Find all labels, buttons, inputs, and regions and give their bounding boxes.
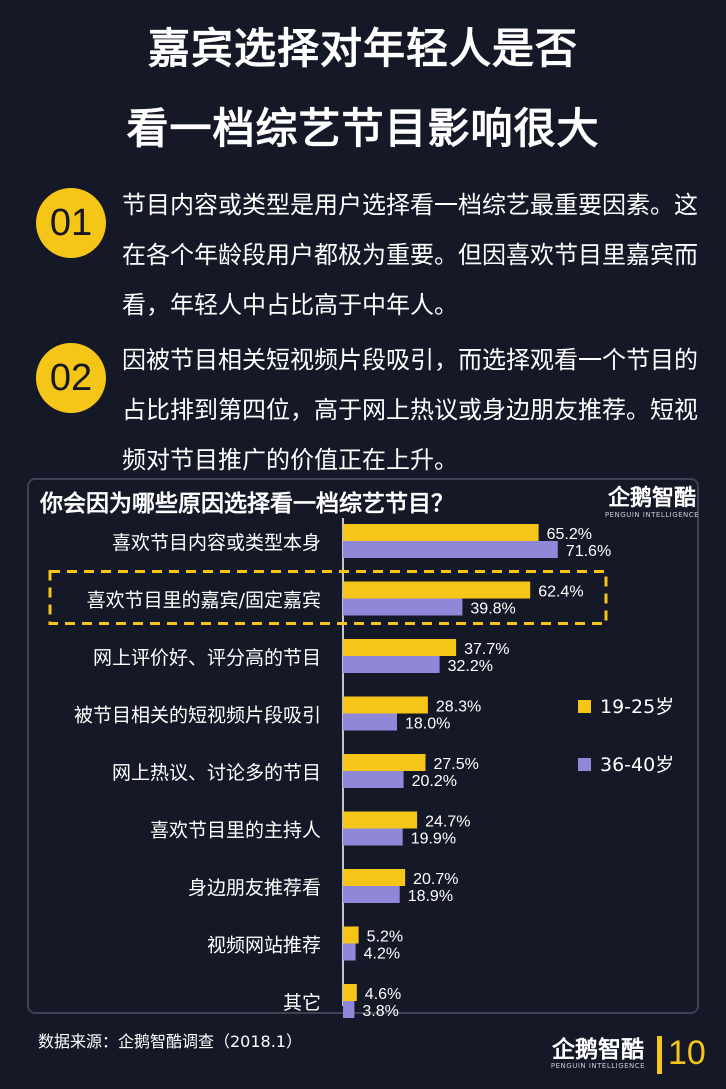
key-point-text: 因被节目相关短视频片段吸引，而选择观看一个节目的占比排到第四位，高于网上热议或身… (122, 346, 698, 474)
bar-series-2 (343, 828, 403, 846)
data-label: 4.2% (364, 946, 400, 963)
category-label: 喜欢节目内容或类型本身 (112, 532, 321, 554)
footer-logo-text: 企鹅智酷 (552, 1037, 644, 1063)
category-label: 网上评价好、评分高的节目 (93, 647, 321, 669)
data-label: 65.2% (547, 526, 592, 543)
bar-series-1 (343, 754, 426, 771)
data-label: 37.7% (464, 641, 509, 658)
bar-series-2 (343, 656, 440, 673)
chart-panel (27, 478, 699, 1014)
category-label: 被节目相关的短视频片段吸引 (74, 705, 321, 727)
highlight-box (48, 570, 608, 625)
category-label: 身边朋友推荐看 (188, 877, 321, 899)
bar-series-1 (343, 926, 359, 944)
data-label: 71.6% (566, 543, 611, 560)
bar-series-1 (343, 524, 539, 541)
bar-series-1 (343, 639, 457, 656)
category-label: 喜欢节目里的主持人 (150, 820, 321, 842)
data-label: 62.4% (538, 584, 583, 601)
legend-swatch (578, 758, 591, 771)
data-label: 18.9% (408, 888, 453, 905)
footer-logo: 企鹅智酷 PENGUIN INTELLIGENCE (548, 1038, 648, 1070)
data-label: 39.8% (470, 601, 515, 618)
bar-series-1 (343, 581, 531, 599)
data-label: 20.2% (412, 773, 457, 790)
data-label: 19.9% (411, 831, 456, 848)
bar-series-1 (343, 984, 357, 1001)
category-label: 视频网站推荐 (207, 935, 321, 957)
bar-series-2 (343, 943, 356, 961)
number-badge: 02 (36, 343, 106, 413)
legend-label: 19-25岁 (600, 696, 674, 718)
data-label: 24.7% (425, 814, 470, 831)
bar-series-2 (343, 541, 558, 558)
page-title-line-1: 嘉宾选择对年轻人是否 (147, 24, 578, 73)
data-source: 数据来源：企鹅智酷调查（2018.1） (38, 1032, 302, 1051)
bar-series-2 (343, 886, 400, 903)
brand-logo-text: 企鹅智酷 (607, 486, 696, 511)
brand-logo: 企鹅智酷 PENGUIN INTELLIGENCE (600, 486, 704, 520)
bar-series-2 (343, 598, 463, 616)
footer-logo-subtext: PENGUIN INTELLIGENCE (550, 1062, 646, 1070)
data-label: 28.3% (436, 699, 481, 716)
category-label: 网上热议、讨论多的节目 (112, 762, 321, 784)
bar-series-1 (343, 696, 428, 714)
bar-series-2 (343, 771, 404, 788)
number-badge: 01 (36, 188, 106, 258)
bar-series-1 (343, 869, 406, 886)
data-label: 3.8% (362, 1003, 398, 1020)
brand-logo-subtext: PENGUIN INTELLIGENCE (604, 511, 700, 519)
legend-label: 36-40岁 (600, 754, 674, 776)
chart-title: 你会因为哪些原因选择看一档综艺节目？ (40, 491, 454, 517)
bar-series-2 (343, 713, 397, 731)
legend-swatch (578, 700, 591, 713)
category-label: 其它 (283, 992, 321, 1014)
data-label: 18.0% (405, 716, 450, 733)
data-label: 4.6% (365, 986, 401, 1003)
data-label: 20.7% (413, 871, 458, 888)
page-number-divider (657, 1036, 662, 1074)
key-point-text: 节目内容或类型是用户选择看一档综艺最重要因素。这在各个年龄段用户都极为重要。但因… (122, 191, 698, 319)
category-label: 喜欢节目里的嘉宾/固定嘉宾 (87, 590, 321, 612)
bar-series-1 (343, 811, 418, 829)
data-label: 32.2% (448, 658, 493, 675)
data-label: 5.2% (367, 929, 403, 946)
bar-series-2 (343, 1001, 355, 1018)
page-title-line-2: 看一档综艺节目影响很大 (126, 104, 600, 153)
data-label: 27.5% (434, 756, 479, 773)
page-number: 10 (668, 1034, 706, 1072)
